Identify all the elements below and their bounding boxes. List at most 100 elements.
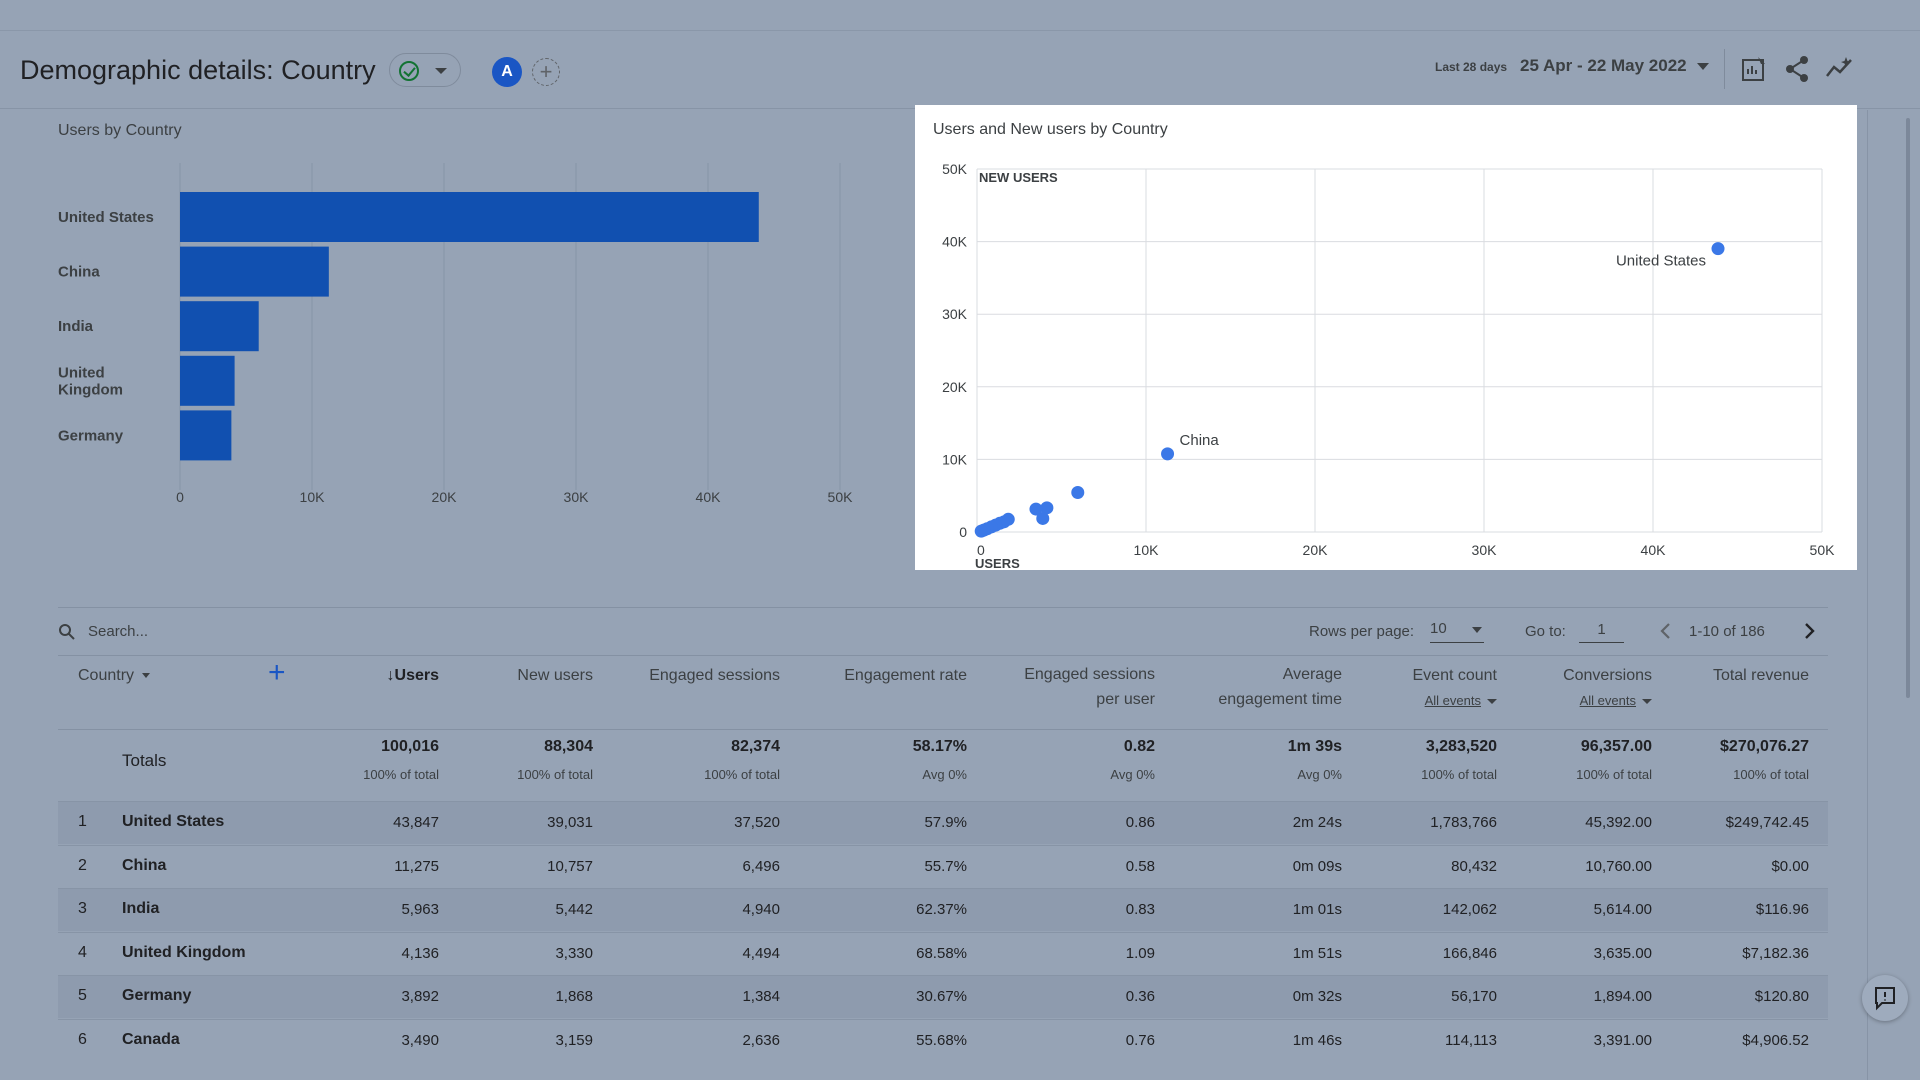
total-value: 100,016	[381, 738, 439, 755]
table-cell: 1m 46s	[1292, 1032, 1342, 1049]
x-tick-label: 10K	[300, 489, 326, 505]
table-cell: 1.09	[1125, 944, 1155, 962]
scatter-point	[974, 524, 988, 538]
feedback-button[interactable]	[1862, 975, 1908, 1021]
date-range-picker[interactable]: 25 Apr - 22 May 2022	[1520, 56, 1687, 75]
table-row[interactable]: 1 United States 43,847 39,031 37,520 57.9% 0.8…	[58, 801, 1828, 844]
column-header[interactable]: Event count All events	[1412, 663, 1498, 713]
table-row[interactable]: 6 Canada 3,490 3,159 2,636 55.68% 0.76 1m 46s 11…	[58, 1019, 1828, 1062]
table-cell: 3,330	[555, 944, 593, 962]
column-header[interactable]: Conversions All events	[1563, 663, 1652, 713]
rows-per-page-value: 10	[1430, 620, 1447, 637]
share-icon[interactable]	[1781, 53, 1813, 85]
category-label: Germany	[58, 427, 124, 444]
date-preset-label: Last 28 days	[1435, 60, 1508, 74]
x-tick-label: 30K	[1472, 542, 1498, 558]
chevron-down-icon	[1472, 627, 1482, 633]
y-tick-label: 0	[959, 524, 967, 540]
category-label: Kingdom	[58, 381, 123, 398]
customize-report-icon[interactable]	[1738, 53, 1770, 85]
totals-label: Totals	[122, 751, 167, 770]
table-row[interactable]: 2 China 11,275 10,757 6,496 55.7% 0.58 0m 09s 80…	[58, 844, 1828, 888]
table-cell: 1,894.00	[1593, 988, 1652, 1006]
y-tick-label: 30K	[942, 306, 968, 322]
page-scrollbar[interactable]	[1906, 118, 1910, 698]
table-cell: $0.00	[1771, 857, 1809, 875]
report-header: Demographic details: Country A + Last 28…	[0, 31, 1920, 109]
row-country: United Kingdom	[122, 943, 246, 961]
column-header[interactable]: Engagement rate	[844, 663, 967, 688]
header-divider	[1724, 49, 1725, 89]
pagination-range: 1-10 of 186	[1689, 623, 1765, 640]
table-cell: $120.80	[1754, 988, 1809, 1006]
dimension-header-country[interactable]: Country	[78, 663, 151, 688]
row-index: 3	[78, 900, 87, 918]
scatter-point	[1071, 485, 1085, 499]
table-cell: 55.68%	[916, 1032, 967, 1049]
x-tick-label: 0	[977, 542, 985, 558]
chevron-left-icon[interactable]	[1654, 619, 1678, 643]
total-value: 82,374	[731, 738, 780, 755]
table-cell: 3,635.00	[1593, 944, 1652, 962]
table-cell: 0.86	[1125, 814, 1155, 831]
goto-page-input[interactable]	[1579, 617, 1624, 643]
total-value: $270,076.27	[1720, 738, 1809, 755]
report-status-chip[interactable]	[389, 53, 461, 87]
rows-per-page-select[interactable]: 10	[1430, 617, 1484, 643]
column-header[interactable]: ↓Users	[387, 663, 439, 688]
goto-label: Go to:	[1525, 623, 1566, 640]
bar	[180, 246, 329, 297]
table-row[interactable]: 4 United Kingdom 4,136 3,330 4,494 68.58% 1.09…	[58, 931, 1828, 975]
table-header-divider	[58, 655, 1828, 656]
column-header-label: Conversions	[1563, 667, 1652, 684]
event-filter-dropdown[interactable]: All events	[1563, 688, 1652, 713]
category-label: China	[58, 264, 100, 281]
table-search-input[interactable]	[88, 619, 388, 643]
table-cell: 3,490	[401, 1032, 439, 1049]
column-header-label: Event count	[1412, 667, 1498, 684]
event-filter-dropdown[interactable]: All events	[1413, 688, 1497, 713]
column-header[interactable]: Average engagement time	[1218, 662, 1342, 712]
users-vs-new-users-scatter-chart: 0 10K 20K 30K 40K 50K 0 10K 20K 30K 40K 50K NEW USER…	[942, 161, 1835, 570]
table-row[interactable]: 5 Germany 3,892 1,868 1,384 30.67% 0.36 0m 32s 5…	[58, 975, 1828, 1019]
chevron-down-icon[interactable]	[1697, 63, 1709, 70]
table-cell: 37,520	[734, 814, 780, 831]
total-value: 58.17%	[912, 738, 967, 755]
column-header[interactable]: Engaged sessions	[649, 663, 780, 688]
table-cell: 0.58	[1125, 857, 1155, 875]
column-header-label-line2: engagement time	[1218, 691, 1342, 708]
table-cell: 62.37%	[916, 901, 967, 919]
table-cell: 5,442	[555, 901, 593, 919]
table-cell: 2,636	[742, 1032, 780, 1049]
insights-icon[interactable]	[1824, 53, 1856, 85]
scatter-point	[1711, 242, 1725, 256]
y-tick-label: 50K	[942, 161, 968, 177]
add-comparison-button[interactable]: +	[532, 58, 560, 86]
column-header[interactable]: Engaged sessions per user	[1024, 662, 1155, 712]
chevron-right-icon[interactable]	[1797, 619, 1821, 643]
scatter-point	[1161, 447, 1175, 461]
column-header[interactable]: Total revenue	[1713, 663, 1809, 688]
table-cell: $116.96	[1755, 901, 1809, 919]
top-strip	[0, 0, 1920, 31]
table-cell: 0.83	[1125, 901, 1155, 919]
table-cell: 3,391.00	[1593, 1032, 1652, 1049]
column-header[interactable]: New users	[517, 663, 593, 688]
category-label: United States	[58, 209, 154, 226]
y-axis-label: NEW USERS	[979, 170, 1058, 185]
x-axis-label: USERS	[975, 556, 1020, 570]
table-top-divider	[58, 607, 1828, 608]
total-subtext: Avg 0%	[1110, 767, 1155, 782]
comparison-avatar[interactable]: A	[492, 57, 522, 87]
scatter-point	[1040, 501, 1054, 515]
table-cell: 114,113	[1445, 1032, 1497, 1049]
table-row[interactable]: 3 India 5,963 5,442 4,940 62.37% 0.83 1m 01s 142…	[58, 888, 1828, 932]
bar	[180, 192, 759, 242]
table-cell: 55.7%	[924, 857, 967, 875]
column-header-label: Engaged sessions	[1024, 666, 1155, 683]
add-dimension-button[interactable]: +	[268, 656, 286, 689]
users-vs-new-users-card: Users and New users by Country 0 10K 20K 30…	[915, 105, 1857, 570]
table-cell: 1m 01s	[1292, 901, 1342, 919]
table-cell: 43,847	[393, 814, 439, 831]
row-index: 2	[78, 856, 87, 874]
